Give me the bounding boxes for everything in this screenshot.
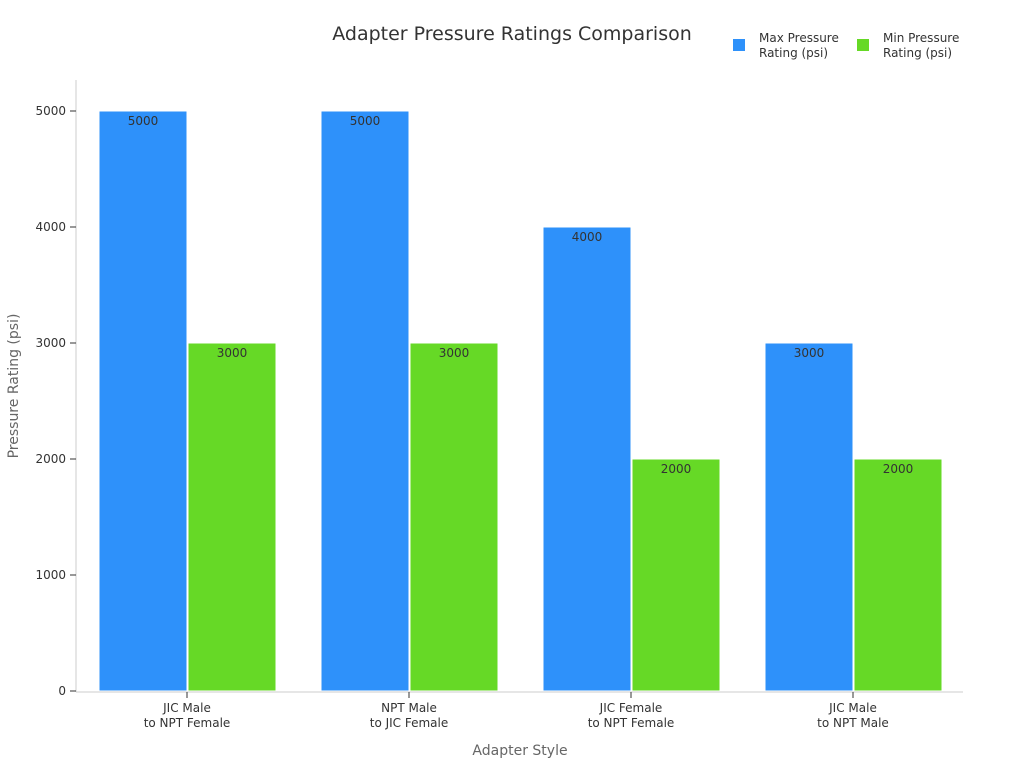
bar-min xyxy=(409,342,499,692)
bar-max xyxy=(542,226,632,692)
x-tick-label: JIC Female xyxy=(599,701,663,715)
bar-max xyxy=(98,110,188,692)
y-tick-label: 3000 xyxy=(35,336,66,350)
bar-max xyxy=(764,342,854,692)
bar-min xyxy=(853,458,943,692)
bar-min xyxy=(631,458,721,692)
chart-title: Adapter Pressure Ratings Comparison xyxy=(332,23,692,45)
data-label: 3000 xyxy=(794,346,825,360)
x-tick-label: to NPT Female xyxy=(144,716,231,730)
data-label: 3000 xyxy=(217,346,248,360)
y-tick-label: 0 xyxy=(58,684,66,698)
data-label: 2000 xyxy=(661,462,692,476)
y-tick-label: 5000 xyxy=(35,104,66,118)
x-axis-title: Adapter Style xyxy=(472,743,567,759)
x-tick-label: to NPT Female xyxy=(588,716,675,730)
x-tick-label: NPT Male xyxy=(381,701,437,715)
y-axis-title: Pressure Rating (psi) xyxy=(6,314,22,459)
x-tick-label: JIC Male xyxy=(828,701,877,715)
data-label: 5000 xyxy=(128,114,159,128)
data-label: 2000 xyxy=(883,462,914,476)
data-label: 4000 xyxy=(572,230,603,244)
legend-swatch xyxy=(857,39,869,51)
x-tick-label: to JIC Female xyxy=(370,716,449,730)
data-label: 3000 xyxy=(439,346,470,360)
bar-min xyxy=(187,342,277,692)
legend-label: Rating (psi) xyxy=(759,46,828,60)
legend-label: Min Pressure xyxy=(883,31,959,45)
legend-label: Max Pressure xyxy=(759,31,839,45)
y-tick-label: 4000 xyxy=(35,220,66,234)
y-tick-label: 2000 xyxy=(35,452,66,466)
x-tick-label: JIC Male xyxy=(162,701,211,715)
legend-swatch xyxy=(733,39,745,51)
bar-max xyxy=(320,110,410,692)
legend-label: Rating (psi) xyxy=(883,46,952,60)
y-tick-label: 1000 xyxy=(35,568,66,582)
data-label: 5000 xyxy=(350,114,381,128)
x-tick-label: to NPT Male xyxy=(817,716,889,730)
